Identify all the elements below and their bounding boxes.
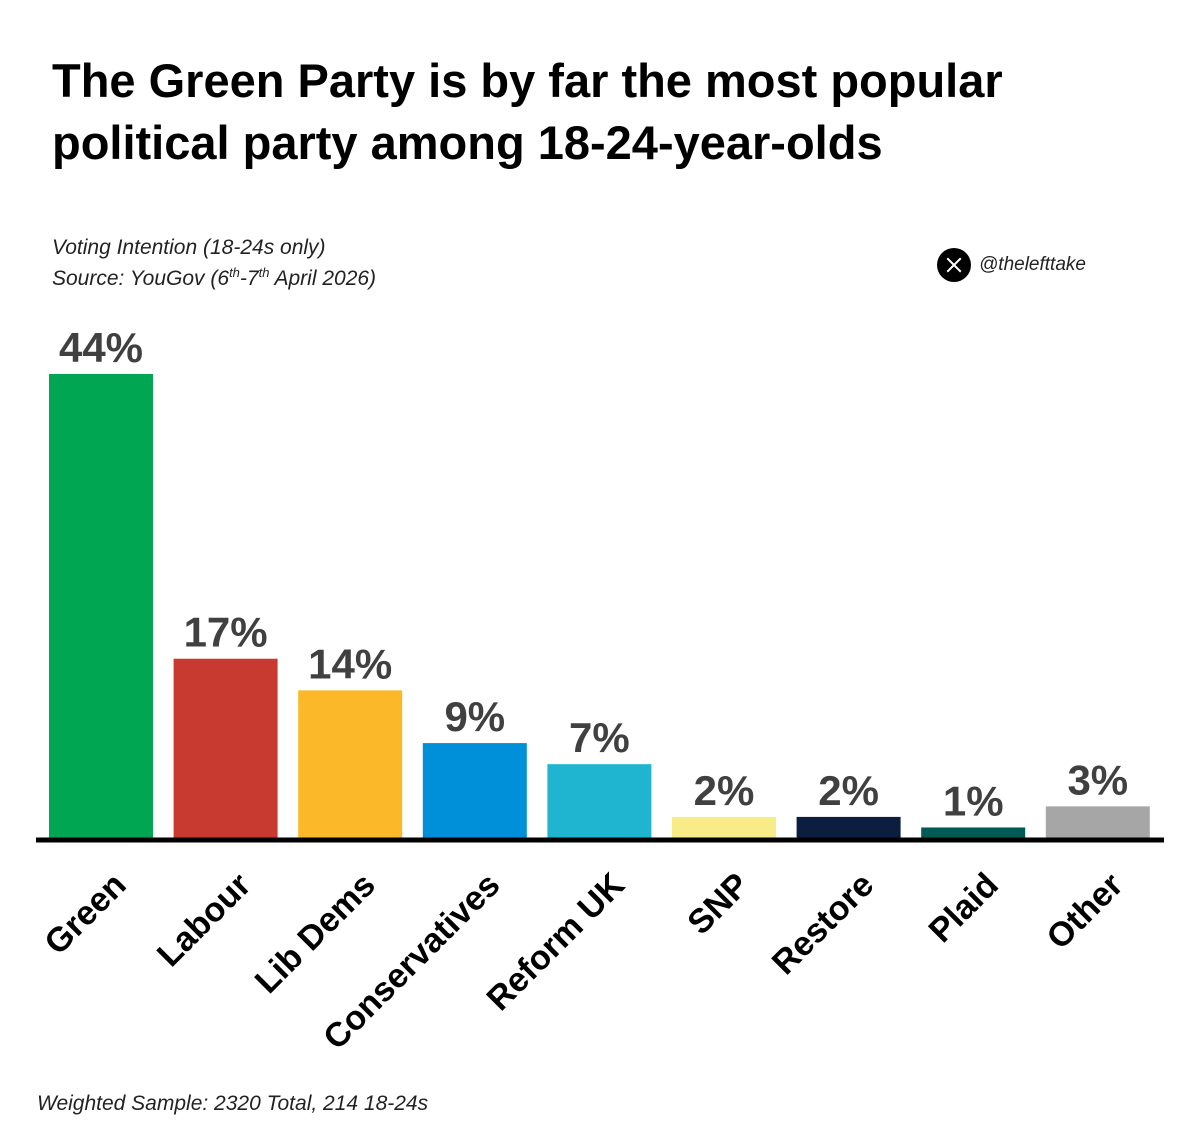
bar-other [1045,806,1150,838]
x-logo-icon [937,248,971,282]
category-label: Labour [150,866,258,974]
chart-title: The Green Party is by far the most popul… [52,50,1172,174]
value-label: 3% [1067,756,1128,803]
value-label: 2% [818,767,879,814]
bar-green [49,374,153,838]
social-handle[interactable]: @thelefttake [937,248,1086,282]
chart-title-line-2: political party among 18-24-year-olds [52,116,883,169]
value-label: 14% [308,640,392,687]
category-label: Other [1039,866,1130,957]
chart-subtitle: Voting Intention (18-24s only) Source: Y… [52,232,376,294]
value-label: 1% [943,777,1004,824]
value-label: 44% [59,324,143,371]
category-label: Restore [765,866,881,982]
handle-text: @thelefttake [979,254,1086,275]
subtitle-text: Voting Intention (18-24s only) [52,236,326,259]
source-text: Source: YouGov (6th-7th April 2026) [52,265,377,290]
bar-restore [796,816,901,838]
value-label: 9% [444,693,505,740]
bar-conservatives [422,743,527,838]
chart-title-line-1: The Green Party is by far the most popul… [52,54,1003,107]
bar-lib-dems [298,690,403,838]
bar-plaid [921,827,1026,838]
bar-reform-uk [547,764,652,838]
category-label: Plaid [922,866,1006,950]
value-label: 7% [569,714,630,761]
category-label: Green [37,866,133,962]
bar-snp [672,816,776,838]
value-label: 17% [184,609,268,656]
bar-labour [173,658,278,838]
sample-footnote: Weighted Sample: 2320 Total, 214 18-24s [37,1092,429,1115]
category-label: Lib Dems [248,866,383,1001]
value-label: 2% [694,767,755,814]
category-label: SNP [680,866,756,942]
